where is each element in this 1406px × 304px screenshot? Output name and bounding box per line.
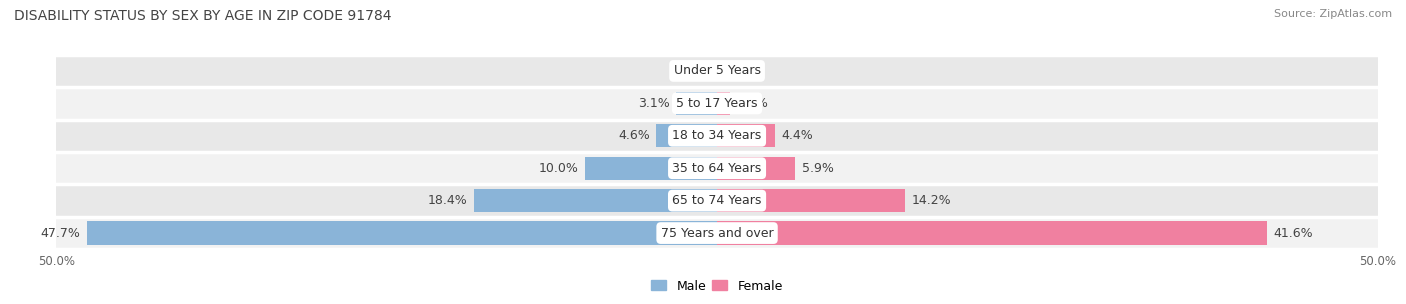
Text: 0.0%: 0.0% — [724, 64, 755, 78]
Text: 65 to 74 Years: 65 to 74 Years — [672, 194, 762, 207]
Text: 35 to 64 Years: 35 to 64 Years — [672, 162, 762, 175]
Bar — [56, 55, 1378, 87]
Text: DISABILITY STATUS BY SEX BY AGE IN ZIP CODE 91784: DISABILITY STATUS BY SEX BY AGE IN ZIP C… — [14, 9, 391, 23]
Bar — [717, 221, 1267, 245]
Bar — [717, 124, 775, 147]
Text: 4.4%: 4.4% — [782, 129, 814, 142]
Bar — [56, 185, 1378, 217]
Bar — [87, 221, 717, 245]
Bar — [717, 92, 730, 115]
Text: 75 Years and over: 75 Years and over — [661, 226, 773, 240]
Text: 1.0%: 1.0% — [737, 97, 769, 110]
Bar — [585, 157, 717, 180]
Bar — [717, 157, 794, 180]
Bar — [56, 217, 1378, 249]
Bar — [474, 189, 717, 212]
Bar — [717, 189, 904, 212]
Text: 18 to 34 Years: 18 to 34 Years — [672, 129, 762, 142]
Text: Source: ZipAtlas.com: Source: ZipAtlas.com — [1274, 9, 1392, 19]
Bar — [657, 124, 717, 147]
Text: 18.4%: 18.4% — [427, 194, 467, 207]
Text: 41.6%: 41.6% — [1274, 226, 1313, 240]
Text: 47.7%: 47.7% — [41, 226, 80, 240]
Legend: Male, Female: Male, Female — [647, 275, 787, 298]
Text: 5 to 17 Years: 5 to 17 Years — [676, 97, 758, 110]
Text: 5.9%: 5.9% — [801, 162, 834, 175]
Text: 4.6%: 4.6% — [617, 129, 650, 142]
Bar — [56, 119, 1378, 152]
Text: 3.1%: 3.1% — [638, 97, 669, 110]
Bar — [56, 152, 1378, 185]
Bar — [56, 87, 1378, 119]
Bar — [676, 92, 717, 115]
Text: 10.0%: 10.0% — [538, 162, 578, 175]
Text: 0.0%: 0.0% — [679, 64, 710, 78]
Text: Under 5 Years: Under 5 Years — [673, 64, 761, 78]
Text: 14.2%: 14.2% — [911, 194, 950, 207]
